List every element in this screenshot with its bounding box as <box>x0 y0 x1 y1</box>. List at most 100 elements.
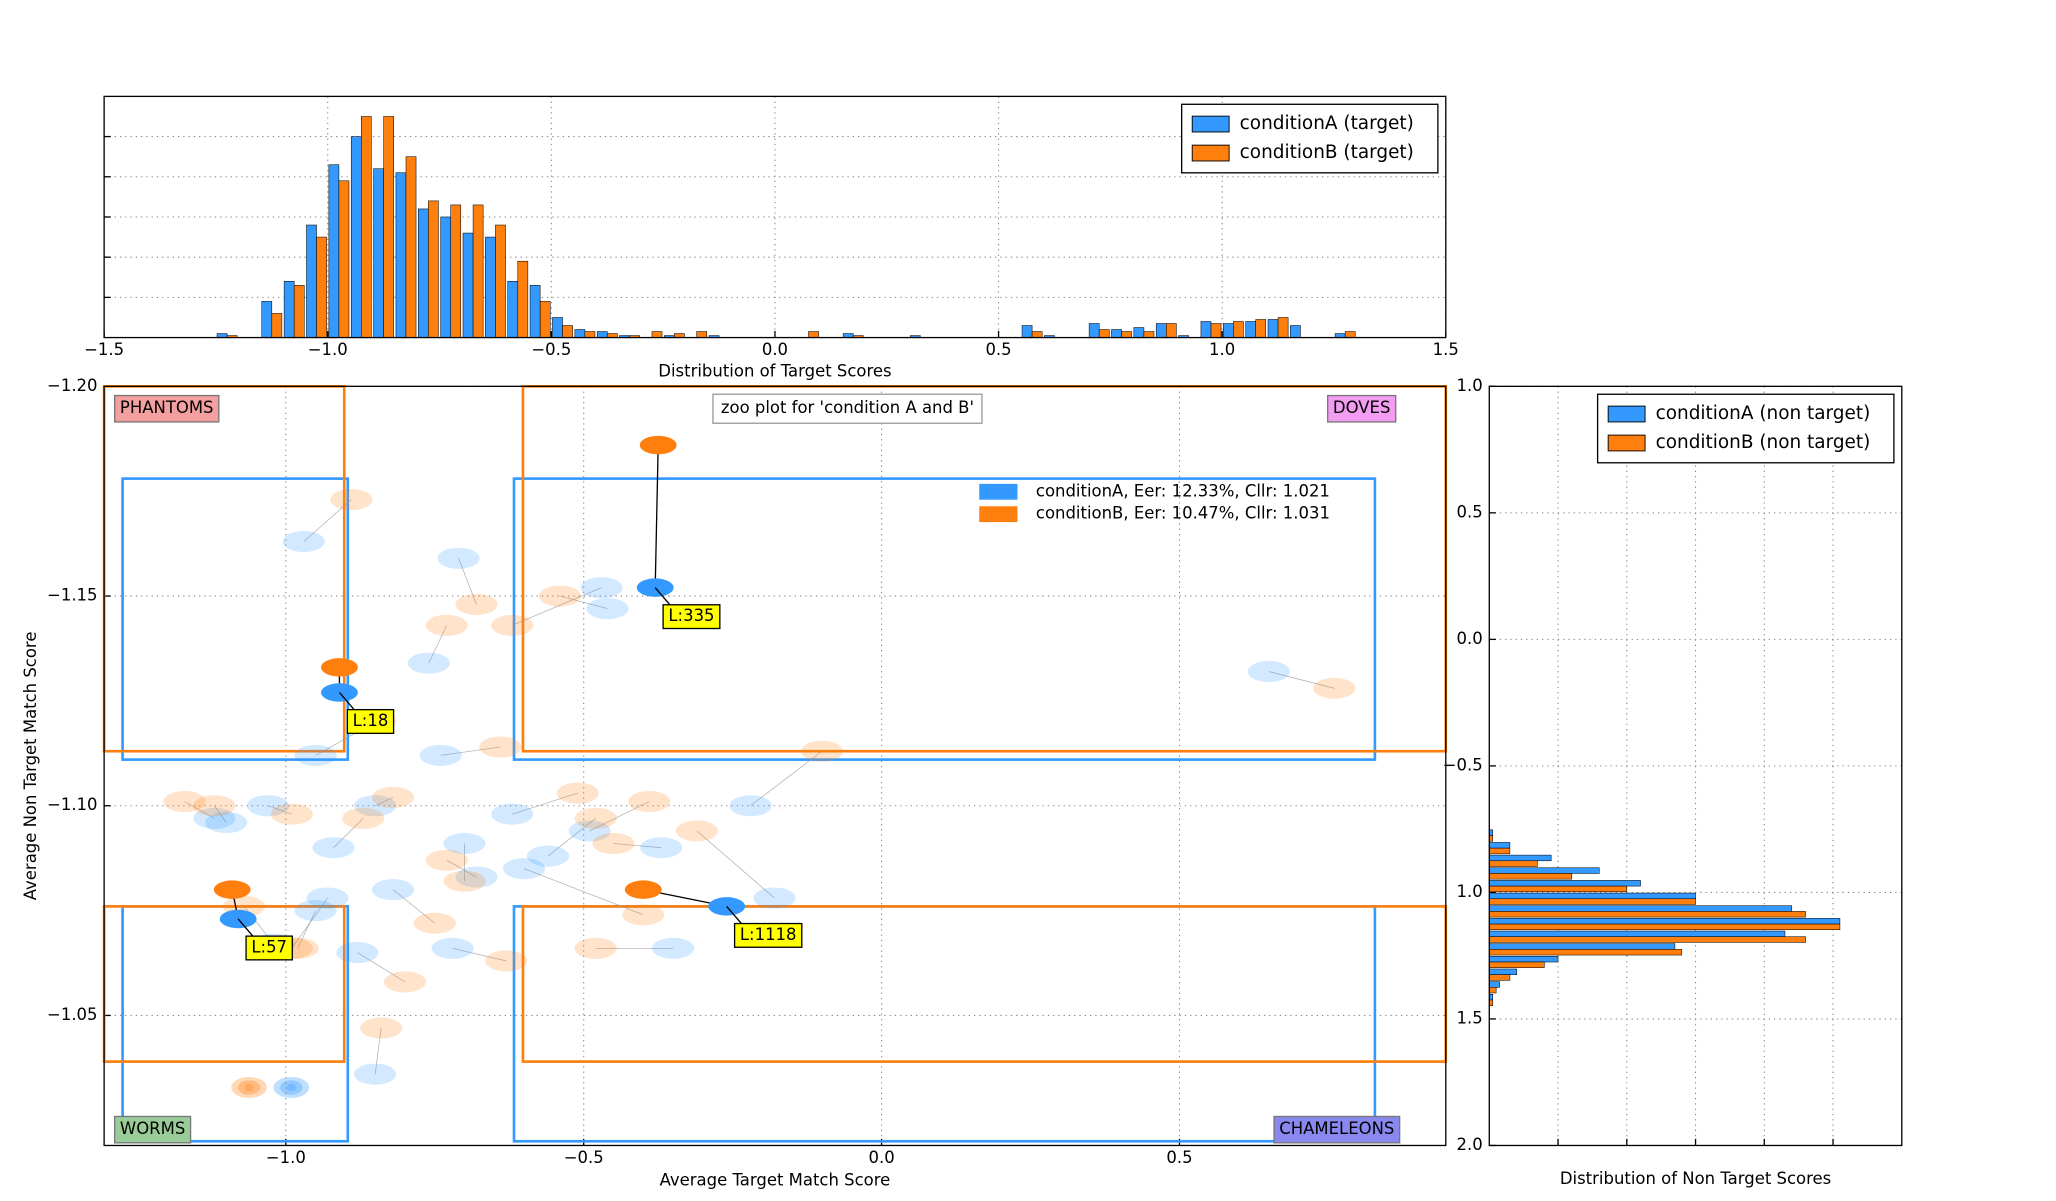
legend-swatch <box>1191 115 1230 133</box>
bar <box>1098 329 1110 338</box>
bar <box>1166 323 1177 338</box>
annotation-box <box>712 393 983 424</box>
region-box <box>512 477 1377 761</box>
bar <box>271 313 283 338</box>
bar <box>552 317 563 338</box>
bar <box>1255 319 1267 338</box>
speaker-point <box>336 941 379 964</box>
speaker-point <box>800 740 844 762</box>
y-tick-label: −1.15 <box>47 586 97 605</box>
speaker-point <box>354 1063 397 1085</box>
annotation-arrow <box>654 587 672 607</box>
bar <box>1489 905 1793 912</box>
highlight-label-box <box>245 935 293 961</box>
legend-swatch <box>1607 434 1646 452</box>
x-tick-label: 0.5 <box>1166 1148 1192 1167</box>
speaker-point <box>407 652 450 674</box>
speaker-point <box>246 795 290 817</box>
bar <box>574 329 586 338</box>
pair-link <box>375 797 394 807</box>
speaker-point <box>568 820 611 842</box>
bar <box>373 168 384 338</box>
bar <box>1489 892 1696 900</box>
y-tick-label: 0.5 <box>1456 502 1482 521</box>
bar <box>1489 867 1600 874</box>
speaker-point <box>592 832 635 855</box>
bar <box>1021 325 1033 338</box>
bar <box>1489 943 1676 950</box>
bar <box>1489 880 1641 887</box>
pair-link <box>512 587 602 626</box>
bar <box>405 156 417 338</box>
speaker-point <box>163 791 206 813</box>
highlight-point <box>213 880 251 899</box>
pair-link <box>333 818 364 848</box>
bar <box>1267 319 1279 338</box>
legend-swatch <box>1191 144 1230 162</box>
pair-link <box>696 830 775 899</box>
bar <box>584 331 596 338</box>
speaker-point <box>371 879 415 901</box>
region-label: CHAMELEONS <box>1279 1119 1394 1138</box>
legend-frame <box>1596 393 1895 464</box>
x-tick-label: −1.0 <box>266 1148 306 1167</box>
x-tick-label: 0.0 <box>868 1148 894 1167</box>
bar <box>440 216 451 338</box>
x-axis-label: Average Target Match Score <box>660 1171 891 1190</box>
y-axis-label: Average Non Target Match Score <box>21 632 40 901</box>
bar <box>1233 321 1244 338</box>
speaker-point <box>270 803 313 825</box>
bar <box>472 204 484 338</box>
highlight-label: L:18 <box>353 711 389 730</box>
x-axis-label: Distribution of Non Target Scores <box>1560 1169 1831 1188</box>
pair-link <box>750 750 823 807</box>
bar <box>651 331 663 338</box>
pair-link <box>559 595 608 610</box>
x-tick-label: 0.5 <box>985 340 1011 359</box>
bar <box>696 331 708 338</box>
highlight-label-box <box>346 708 395 735</box>
pair-link <box>428 625 448 664</box>
x-tick-label: 0.0 <box>762 340 788 359</box>
bar <box>1088 323 1100 338</box>
speaker-point <box>193 807 236 829</box>
pair-link <box>214 805 227 823</box>
bar <box>507 281 519 338</box>
bar <box>517 260 529 338</box>
speaker-point <box>586 598 629 620</box>
pair-link <box>267 805 292 815</box>
region-label-box <box>1273 1115 1401 1144</box>
x-tick-label: −1.0 <box>308 340 348 359</box>
pair-link <box>374 1027 382 1075</box>
speaker-point <box>205 811 248 834</box>
bar <box>1489 842 1511 849</box>
bar <box>350 136 362 338</box>
speaker-point <box>193 795 236 817</box>
pair-link <box>613 843 662 849</box>
bar <box>283 281 295 338</box>
speaker-point <box>419 744 462 766</box>
pair-link <box>440 746 501 756</box>
y-tick-label: 0.0 <box>1456 629 1482 648</box>
y-tick-label: 1.0 <box>1456 376 1482 395</box>
bar <box>1489 930 1786 937</box>
speaker-point <box>675 820 718 842</box>
size-key <box>280 1080 303 1095</box>
bar <box>316 236 327 338</box>
bar <box>395 172 407 338</box>
speaker-point <box>371 786 415 808</box>
y-tick-label: −1.10 <box>47 795 97 814</box>
speaker-point <box>306 887 349 909</box>
x-tick-label: −1.5 <box>84 340 124 359</box>
pair-link <box>547 818 596 857</box>
bar <box>418 208 429 338</box>
bar <box>1210 323 1222 338</box>
bar <box>1121 331 1132 338</box>
speaker-point <box>330 489 373 511</box>
speaker-point <box>491 803 534 825</box>
bar <box>1489 981 1500 988</box>
bar <box>450 204 462 338</box>
y-tick-label: −1.05 <box>47 1005 97 1024</box>
highlight-label: L:1118 <box>740 925 797 944</box>
